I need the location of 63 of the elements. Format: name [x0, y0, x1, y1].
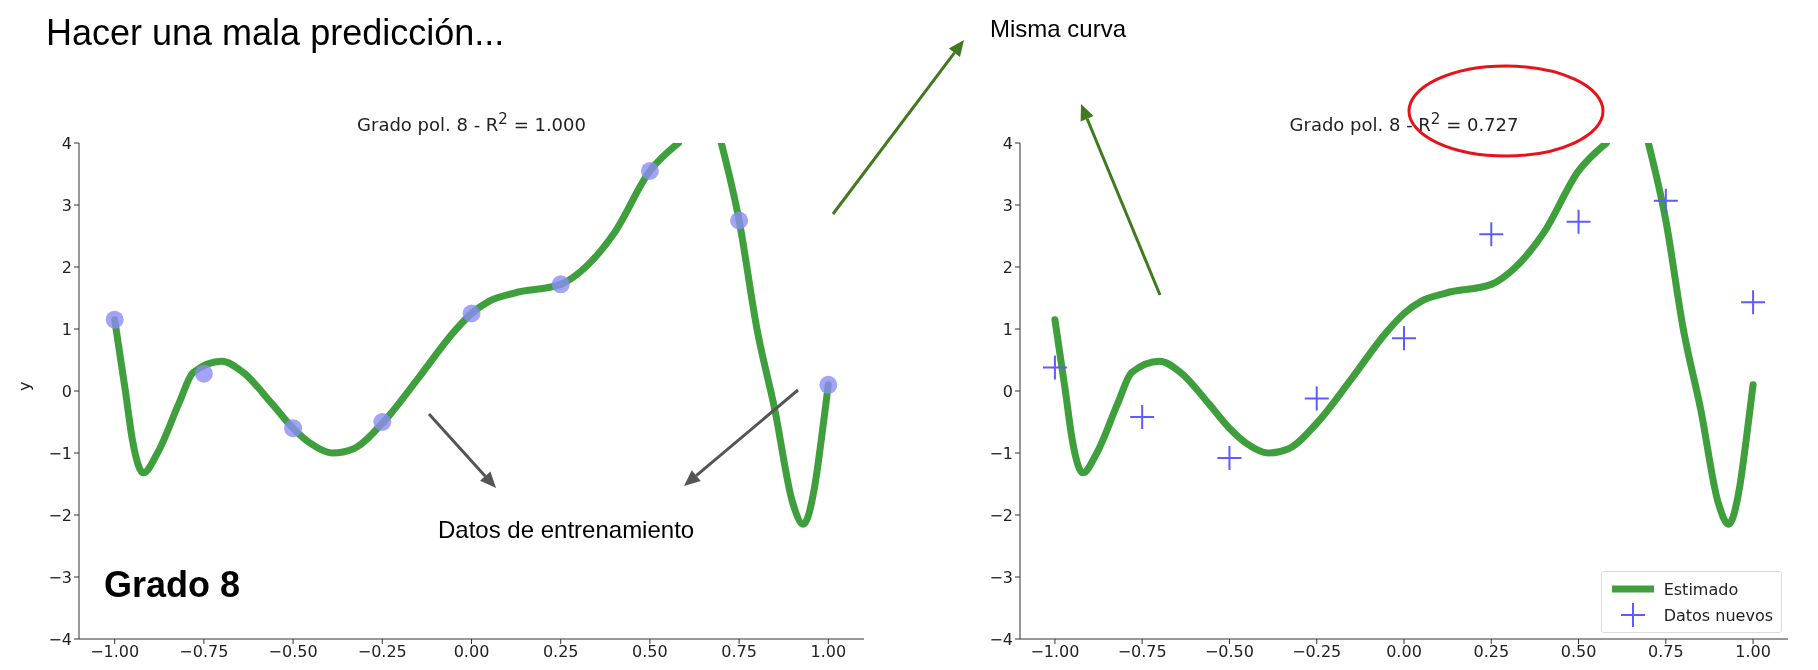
x-tick-label: −0.50 — [1204, 642, 1254, 662]
x-tick-label: 0.00 — [1386, 642, 1422, 662]
point — [1217, 445, 1242, 470]
point — [373, 413, 392, 431]
x-tick-label: −0.75 — [1117, 642, 1167, 662]
point — [284, 419, 303, 438]
x-tick-label: 1.00 — [810, 642, 847, 662]
y-tick-label: 0 — [61, 381, 72, 401]
y-axis-title: y — [14, 381, 34, 391]
x-tick-label: −0.50 — [268, 642, 318, 662]
point — [1566, 209, 1591, 234]
x-tick-label: 0.25 — [542, 642, 579, 662]
y-tick-label: 1 — [61, 319, 72, 339]
point — [640, 161, 659, 180]
point — [1392, 326, 1416, 351]
point — [194, 364, 213, 383]
chart-title: Grado pol. 8 - R$^{2}$ = 1.000 — [356, 110, 587, 135]
point — [462, 304, 481, 323]
x-tick-label: 1.00 — [1735, 642, 1771, 662]
y-tick-label: 4 — [1002, 133, 1013, 153]
x-tick-label: −0.25 — [1292, 642, 1342, 662]
y-tick-label: 2 — [1002, 257, 1013, 277]
point — [1653, 188, 1678, 213]
point — [105, 310, 124, 329]
x-tick-label: −1.00 — [1030, 642, 1080, 662]
y-tick-label: −2 — [989, 505, 1013, 525]
text: Misma curva — [989, 14, 1127, 44]
annotation: Grado 8 — [104, 564, 241, 606]
y-tick-label: 0 — [1002, 381, 1013, 401]
x-tick-label: −0.25 — [357, 642, 407, 662]
x-tick-label: 0.50 — [632, 642, 668, 662]
y-tick-label: 3 — [61, 195, 72, 215]
point — [1479, 222, 1504, 247]
x-tick-label: 0.25 — [1473, 642, 1510, 662]
y-tick-label: −2 — [48, 505, 72, 525]
y-tick-label: 3 — [1002, 195, 1013, 215]
y-tick-label: −4 — [48, 629, 72, 649]
point — [1304, 386, 1329, 411]
x-tick-label: 0.75 — [721, 642, 757, 662]
point — [730, 211, 749, 230]
x-tick-label: 0.50 — [1560, 642, 1597, 662]
point — [819, 375, 838, 394]
x-tick-label: 0.75 — [1648, 642, 1684, 662]
x-tick-label: −0.75 — [179, 642, 229, 662]
y-tick-label: 4 — [61, 133, 72, 153]
point — [1130, 405, 1155, 430]
y-tick-label: −1 — [989, 443, 1013, 463]
point — [1042, 355, 1067, 380]
chart-title: Grado pol. 8 - R$^{2}$ = 0.727 — [1288, 110, 1520, 135]
point — [1741, 290, 1766, 315]
legend-label: Datos nuevos — [1663, 605, 1773, 625]
text: Hacer una mala predicción... — [46, 12, 505, 54]
point — [551, 275, 570, 294]
y-tick-label: −1 — [48, 443, 72, 463]
legend-label: Estimado — [1663, 579, 1739, 599]
y-tick-label: −4 — [989, 629, 1013, 649]
y-tick-label: 2 — [61, 257, 72, 277]
y-tick-label: −3 — [48, 567, 72, 587]
y-tick-label: −3 — [989, 567, 1013, 587]
x-tick-label: −1.00 — [90, 642, 140, 662]
y-tick-label: 1 — [1002, 319, 1013, 339]
annotation: Datos de entrenamiento — [438, 516, 695, 544]
x-tick-label: 0.00 — [453, 642, 490, 662]
